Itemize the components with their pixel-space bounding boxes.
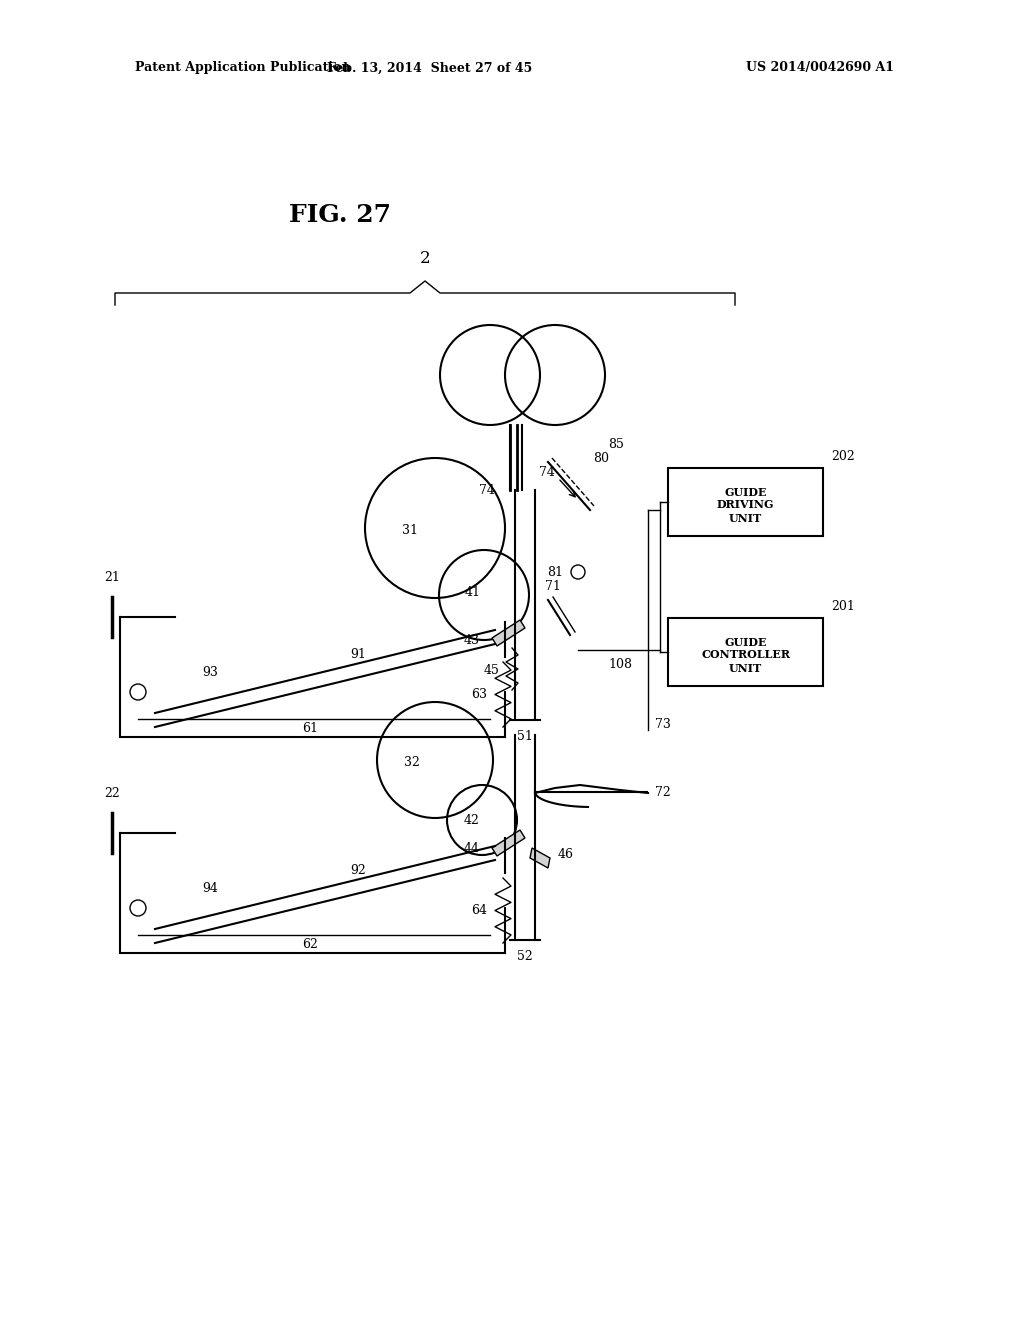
Text: 32: 32 <box>404 755 420 768</box>
Text: 62: 62 <box>302 939 317 952</box>
Text: 81: 81 <box>547 566 563 579</box>
Text: 80: 80 <box>593 451 609 465</box>
Text: 94: 94 <box>202 882 218 895</box>
Text: 74: 74 <box>539 466 555 479</box>
Text: 201: 201 <box>831 599 855 612</box>
Text: DRIVING: DRIVING <box>717 499 774 511</box>
Text: 85: 85 <box>608 438 624 451</box>
Text: 61: 61 <box>302 722 318 735</box>
Text: 22: 22 <box>104 787 120 800</box>
Polygon shape <box>492 620 525 645</box>
Polygon shape <box>530 847 550 869</box>
Text: Patent Application Publication: Patent Application Publication <box>135 62 350 74</box>
Text: 108: 108 <box>608 657 632 671</box>
Text: 52: 52 <box>517 950 532 964</box>
Polygon shape <box>492 830 525 855</box>
Text: 21: 21 <box>104 572 120 583</box>
Text: 31: 31 <box>402 524 418 536</box>
Text: 2: 2 <box>420 249 430 267</box>
Text: 64: 64 <box>471 904 487 917</box>
Text: 41: 41 <box>465 586 481 599</box>
Text: 44: 44 <box>464 842 480 854</box>
Text: UNIT: UNIT <box>729 663 762 673</box>
Text: 72: 72 <box>655 787 671 800</box>
Text: 51: 51 <box>517 730 532 743</box>
Text: 46: 46 <box>558 849 574 862</box>
Text: GUIDE: GUIDE <box>724 487 767 498</box>
Text: FIG. 27: FIG. 27 <box>289 203 391 227</box>
Text: 73: 73 <box>655 718 671 731</box>
Text: 91: 91 <box>350 648 366 660</box>
Text: 202: 202 <box>831 450 855 462</box>
FancyBboxPatch shape <box>668 618 823 686</box>
Text: CONTROLLER: CONTROLLER <box>701 649 790 660</box>
Text: 45: 45 <box>484 664 500 676</box>
Text: 63: 63 <box>471 688 487 701</box>
Text: 92: 92 <box>350 863 366 876</box>
Text: 43: 43 <box>464 634 480 647</box>
Text: Feb. 13, 2014  Sheet 27 of 45: Feb. 13, 2014 Sheet 27 of 45 <box>328 62 532 74</box>
Text: 42: 42 <box>464 813 480 826</box>
Text: US 2014/0042690 A1: US 2014/0042690 A1 <box>746 62 894 74</box>
Text: 93: 93 <box>202 665 218 678</box>
FancyBboxPatch shape <box>668 469 823 536</box>
Text: GUIDE: GUIDE <box>724 636 767 648</box>
Text: 71: 71 <box>545 579 561 593</box>
Text: UNIT: UNIT <box>729 512 762 524</box>
Text: 74: 74 <box>479 483 495 496</box>
